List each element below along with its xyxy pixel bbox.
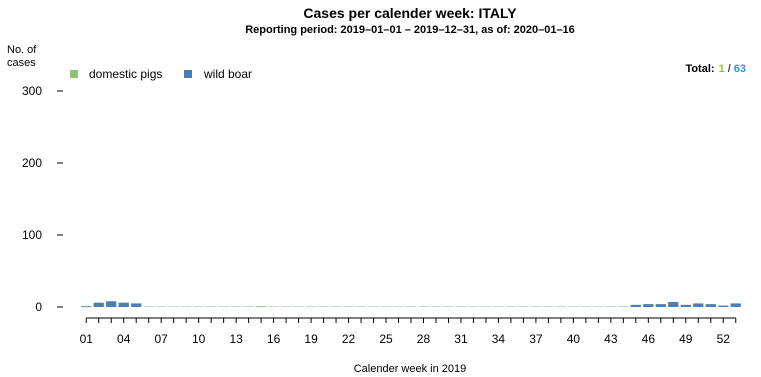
legend-swatch-domestic-pigs xyxy=(70,70,78,78)
bar-baseline xyxy=(268,306,279,307)
x-tick-label: 28 xyxy=(417,332,431,346)
bar-baseline xyxy=(143,306,154,307)
bar-wild-boar xyxy=(655,304,666,307)
x-tick-label: 19 xyxy=(304,332,318,346)
bar-baseline xyxy=(418,306,429,307)
legend-label-wild-boar: wild boar xyxy=(203,67,252,81)
bar-baseline xyxy=(368,306,379,307)
x-tick-label: 07 xyxy=(155,332,169,346)
bar-baseline xyxy=(193,306,204,307)
y-tick-label: 100 xyxy=(22,228,42,242)
legend: domestic pigs wild boar xyxy=(70,67,252,81)
bar-baseline xyxy=(468,306,479,307)
bar-baseline xyxy=(480,306,492,307)
total-wild-value: 63 xyxy=(734,63,746,75)
x-tick-label: 01 xyxy=(80,332,94,346)
bar-baseline xyxy=(430,306,442,307)
bars xyxy=(81,301,741,308)
bar-baseline xyxy=(443,306,454,307)
x-tick-label: 16 xyxy=(267,332,281,346)
x-tick-label: 25 xyxy=(379,332,393,346)
bar-wild-boar xyxy=(730,303,741,307)
bar-wild-boar xyxy=(680,304,691,307)
chart-title: Cases per calender week: ITALY xyxy=(303,5,517,21)
bar-wild-boar xyxy=(718,305,729,307)
bar-baseline xyxy=(318,306,329,307)
bar-baseline xyxy=(293,306,304,307)
bar-wild-boar xyxy=(643,304,654,307)
x-tick-label: 37 xyxy=(529,332,543,346)
x-tick-label: 31 xyxy=(454,332,468,346)
x-tick-label: 46 xyxy=(642,332,656,346)
bar-wild-boar xyxy=(118,302,129,307)
x-tick-label: 22 xyxy=(342,332,356,346)
x-tick-label: 40 xyxy=(567,332,581,346)
bar-baseline xyxy=(405,306,417,307)
total-separator: / xyxy=(728,63,731,75)
bar-wild-boar xyxy=(630,304,641,307)
legend-swatch-wild-boar xyxy=(184,70,192,78)
bar-baseline xyxy=(605,306,616,307)
bar-wild-boar xyxy=(705,304,716,307)
bar-baseline xyxy=(330,306,342,307)
x-tick-label: 04 xyxy=(117,332,131,346)
bar-domestic-pigs xyxy=(255,306,267,308)
bar-baseline xyxy=(305,306,317,307)
x-tick-label: 43 xyxy=(604,332,618,346)
bar-baseline xyxy=(505,306,517,307)
bar-baseline xyxy=(618,306,629,307)
bar-baseline xyxy=(181,306,192,307)
x-axis: 01 04 07 10 13 16 19 22 25 28 31 34 37 40 43 46 49 52 xyxy=(80,317,737,346)
bar-baseline xyxy=(455,306,467,307)
x-axis-title: Calender week in 2019 xyxy=(354,363,467,375)
bar-baseline xyxy=(218,306,229,307)
bar-wild-boar xyxy=(693,303,704,307)
bar-baseline xyxy=(355,306,367,307)
x-tick-label: 52 xyxy=(717,332,731,346)
total-label: Total: xyxy=(685,63,714,75)
bar-wild-boar xyxy=(93,302,104,307)
x-tick-label: 13 xyxy=(229,332,243,346)
bar-wild-boar xyxy=(81,306,92,308)
bar-baseline xyxy=(231,306,242,307)
total-domestic-value: 1 xyxy=(719,63,725,75)
y-tick-label: 300 xyxy=(22,84,42,98)
bar-wild-boar xyxy=(131,303,142,307)
bar-baseline xyxy=(543,306,554,307)
y-axis-title-line2: cases xyxy=(7,57,36,69)
legend-label-domestic-pigs: domestic pigs xyxy=(89,67,162,81)
bar-baseline xyxy=(493,306,504,307)
bar-baseline xyxy=(555,306,567,307)
x-tick-label: 34 xyxy=(492,332,506,346)
x-tick-label: 49 xyxy=(679,332,693,346)
chart-subtitle: Reporting period: 2019–01–01 – 2019–12–3… xyxy=(245,24,575,36)
bar-wild-boar xyxy=(106,301,117,307)
bar-baseline xyxy=(393,306,404,307)
bar-baseline xyxy=(593,306,604,307)
total-summary: Total: 1/63 xyxy=(685,63,746,75)
bar-baseline xyxy=(580,306,591,307)
bar-baseline xyxy=(280,306,292,307)
x-tick-label: 10 xyxy=(192,332,206,346)
bar-baseline xyxy=(518,306,529,307)
bar-baseline xyxy=(156,306,167,307)
y-axis-title-line1: No. of xyxy=(7,44,37,56)
bar-baseline xyxy=(530,306,542,307)
bar-baseline xyxy=(168,306,179,307)
bar-baseline xyxy=(206,306,217,307)
bar-baseline xyxy=(243,306,254,307)
y-tick-label: 200 xyxy=(22,156,42,170)
y-axis: 0 100 200 300 xyxy=(22,84,63,314)
bar-baseline xyxy=(380,306,392,307)
bar-wild-boar xyxy=(668,301,679,307)
bar-baseline xyxy=(568,306,579,307)
bar-baseline xyxy=(343,306,354,307)
y-tick-label: 0 xyxy=(35,300,42,314)
